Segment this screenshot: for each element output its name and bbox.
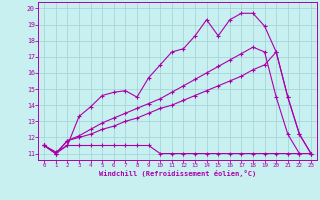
X-axis label: Windchill (Refroidissement éolien,°C): Windchill (Refroidissement éolien,°C): [99, 170, 256, 177]
